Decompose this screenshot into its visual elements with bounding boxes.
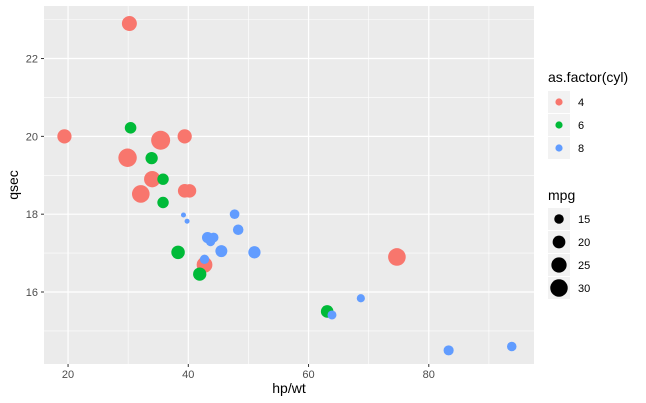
data-point-cyl-8 [180,212,186,218]
data-point-cyl-8 [232,224,244,236]
size-legend-swatch [550,279,568,297]
color-legend-label: 6 [578,120,584,132]
x-tick-label: 20 [62,369,74,381]
y-tick-label: 22 [26,54,38,66]
data-point-cyl-4 [177,129,192,144]
data-point-cyl-4 [121,16,137,32]
data-point-cyl-8 [327,310,337,320]
data-point-cyl-8 [205,236,216,247]
size-legend-swatch [554,214,564,224]
color-legend-title: as.factor(cyl) [548,69,628,85]
color-legend-swatch [555,98,563,106]
y-axis-title: qsec [5,170,21,200]
size-legend-swatch [552,235,566,249]
size-legend-label: 25 [578,260,590,272]
y-tick-label: 20 [26,131,38,143]
size-legend-label: 15 [578,214,590,226]
x-axis-title: hp/wt [272,380,306,396]
color-legend-label: 8 [578,143,584,155]
data-point-cyl-8 [184,218,190,224]
color-legend-swatch [555,121,563,129]
data-point-cyl-4 [131,185,150,203]
data-point-cyl-8 [248,246,261,259]
x-tick-label: 40 [182,369,194,381]
data-point-cyl-4 [57,129,72,144]
size-legend-swatch [551,257,567,273]
plot-panel [44,6,534,364]
data-point-cyl-6 [145,152,158,165]
data-point-cyl-4 [388,248,406,266]
data-point-cyl-6 [157,196,169,209]
data-point-cyl-8 [215,245,228,258]
y-tick-label: 16 [26,287,38,299]
x-tick-label: 60 [302,369,314,381]
data-point-cyl-4 [151,130,171,150]
data-point-cyl-4 [182,184,197,198]
data-point-cyl-6 [171,245,185,260]
y-tick-label: 18 [26,209,38,221]
data-point-cyl-4 [118,148,137,167]
data-point-cyl-8 [356,294,365,303]
color-legend-label: 4 [578,97,584,109]
size-legend-label: 20 [578,237,590,249]
x-tick-label: 80 [423,369,435,381]
color-legend-swatch [555,144,563,152]
data-point-cyl-8 [443,345,454,356]
data-point-cyl-6 [124,121,137,134]
data-point-cyl-6 [157,173,169,185]
data-point-cyl-8 [506,341,517,352]
data-point-cyl-6 [193,267,207,281]
data-point-cyl-8 [229,209,240,220]
data-point-cyl-4 [144,170,161,188]
size-legend-title: mpg [548,187,575,203]
data-point-cyl-8 [199,254,210,264]
size-legend-label: 30 [578,283,590,295]
